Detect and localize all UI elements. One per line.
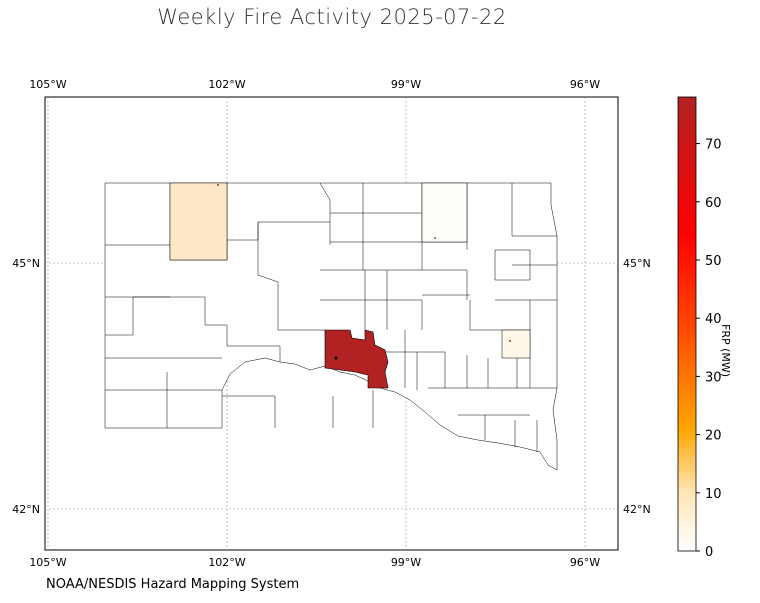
fire-point [217,184,219,186]
source-credit: NOAA/NESDIS Hazard Mapping System [46,577,300,592]
colorbar-tick-label: 50 [705,254,722,269]
county-high-frp [324,329,389,389]
lon-label-top-4: 96°W [570,78,600,91]
colorbar [677,96,697,552]
colorbar-tick-label: 0 [705,545,713,560]
colorbar-tick-label: 10 [705,487,722,502]
fire-point [334,356,338,360]
lat-label-right-2: 42°N [623,503,651,516]
fire-point [434,237,436,239]
colorbar-tick-label: 40 [705,312,722,327]
lat-label-left-1: 45°N [12,257,40,270]
colorbar-tick-label: 60 [705,196,722,211]
county-low [421,182,468,243]
colorbar-tick-label: 70 [705,138,722,153]
lon-label-top-2: 102°W [208,78,245,91]
colorbar-tick-label: 30 [705,370,722,385]
lon-label-bottom-2: 102°W [208,556,245,569]
fire-points [217,184,511,360]
map-title: Weekly Fire Activity 2025-07-22 [157,5,507,29]
colorbar-ticks: 0 10 20 30 40 50 60 70 [696,138,722,560]
lat-label-left-2: 42°N [12,503,40,516]
lon-label-bottom-4: 96°W [570,556,600,569]
lon-label-bottom-1: 105°W [29,556,66,569]
lat-label-right-1: 45°N [623,257,651,270]
fire-point [509,340,511,342]
colorbar-label: FRP (MW) [719,324,732,378]
county-2mw [501,329,531,359]
lon-label-top-3: 99°W [391,78,421,91]
lon-label-top-1: 105°W [29,78,66,91]
county-7mw [169,182,228,261]
colorbar-tick-label: 20 [705,429,722,444]
lon-label-bottom-3: 99°W [391,556,421,569]
